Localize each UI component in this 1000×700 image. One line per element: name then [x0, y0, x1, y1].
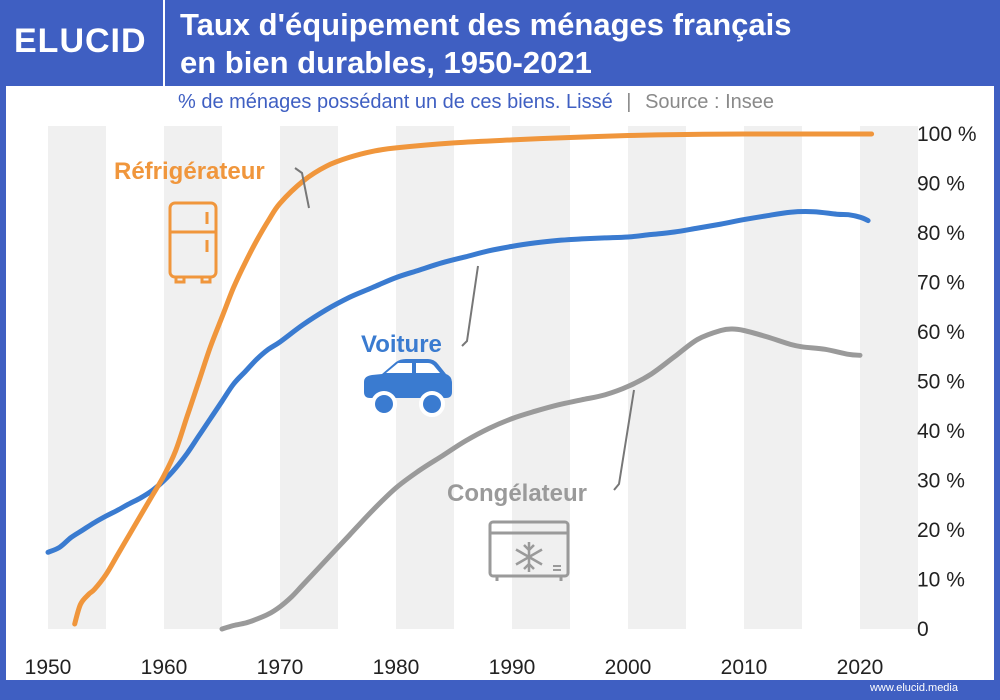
- band-1960: [164, 126, 222, 629]
- y-tick-label: 40 %: [917, 420, 965, 443]
- y-tick-label: 30 %: [917, 470, 965, 493]
- freezer-icon: [488, 520, 570, 581]
- footer-bar: [0, 680, 1000, 700]
- series-line-refrigerateur: [72, 131, 875, 627]
- leader-voiture: [461, 265, 479, 347]
- x-tick-label: 1970: [257, 656, 304, 679]
- leader-congelateur: [613, 389, 635, 491]
- y-tick-label: 90 %: [917, 173, 965, 196]
- x-tick-label: 1980: [373, 656, 420, 679]
- background-bands: [48, 126, 918, 629]
- y-tick-label: 80 %: [917, 222, 965, 245]
- label-congelateur: Congélateur: [447, 480, 587, 507]
- x-tick-label: 2000: [605, 656, 652, 679]
- y-axis: 0 10 % 20 % 30 % 40 % 50 % 60 % 70 % 80 % 90 % 100…: [917, 123, 977, 641]
- label-leaders: [294, 167, 635, 491]
- x-tick-label: 1990: [489, 656, 536, 679]
- band-1990: [512, 126, 570, 629]
- band-1950: [48, 126, 106, 629]
- brand-logo: ELUCID: [14, 22, 147, 60]
- y-tick-label: 70 %: [917, 272, 965, 295]
- chart-title: Taux d'équipement des ménages français e…: [180, 6, 980, 82]
- y-tick-label: 100 %: [917, 123, 977, 146]
- footer-url: www.elucid.media: [869, 682, 958, 694]
- band-2000: [628, 126, 686, 629]
- x-tick-label: 2020: [837, 656, 884, 679]
- y-tick-label: 0: [917, 618, 929, 641]
- y-tick-label: 60 %: [917, 321, 965, 344]
- x-axis: 1950 1960 1970 1980 1990 2000 2010 2020: [25, 656, 884, 679]
- subtitle-source: Source : Insee: [645, 91, 775, 113]
- chart-subtitle: % de ménages possédant un de ces biens. …: [178, 91, 774, 114]
- leader-refrigerateur: [294, 167, 310, 209]
- series-line-voiture: [45, 209, 871, 555]
- y-tick-label: 10 %: [917, 569, 965, 592]
- series-line-congelateur: [219, 326, 863, 632]
- band-2020: [860, 126, 918, 629]
- y-tick-label: 50 %: [917, 371, 965, 394]
- x-tick-label: 1960: [141, 656, 188, 679]
- title-line-2: en bien durables, 1950-2021: [180, 45, 592, 80]
- subtitle-separator: |: [626, 91, 632, 113]
- car-icon: [364, 359, 452, 417]
- label-refrigerateur: Réfrigérateur: [114, 158, 265, 185]
- subtitle-text: % de ménages possédant un de ces biens. …: [178, 91, 613, 113]
- header-divider: [163, 0, 165, 86]
- x-tick-label: 1950: [25, 656, 72, 679]
- header-bar: [0, 0, 1000, 86]
- y-tick-label: 20 %: [917, 519, 965, 542]
- band-1970: [280, 126, 338, 629]
- label-voiture: Voiture: [361, 331, 442, 358]
- x-tick-label: 2010: [721, 656, 768, 679]
- fridge-icon: [168, 201, 218, 284]
- series-layer: [45, 131, 875, 632]
- title-line-1: Taux d'équipement des ménages français: [180, 7, 792, 42]
- band-2010: [744, 126, 802, 629]
